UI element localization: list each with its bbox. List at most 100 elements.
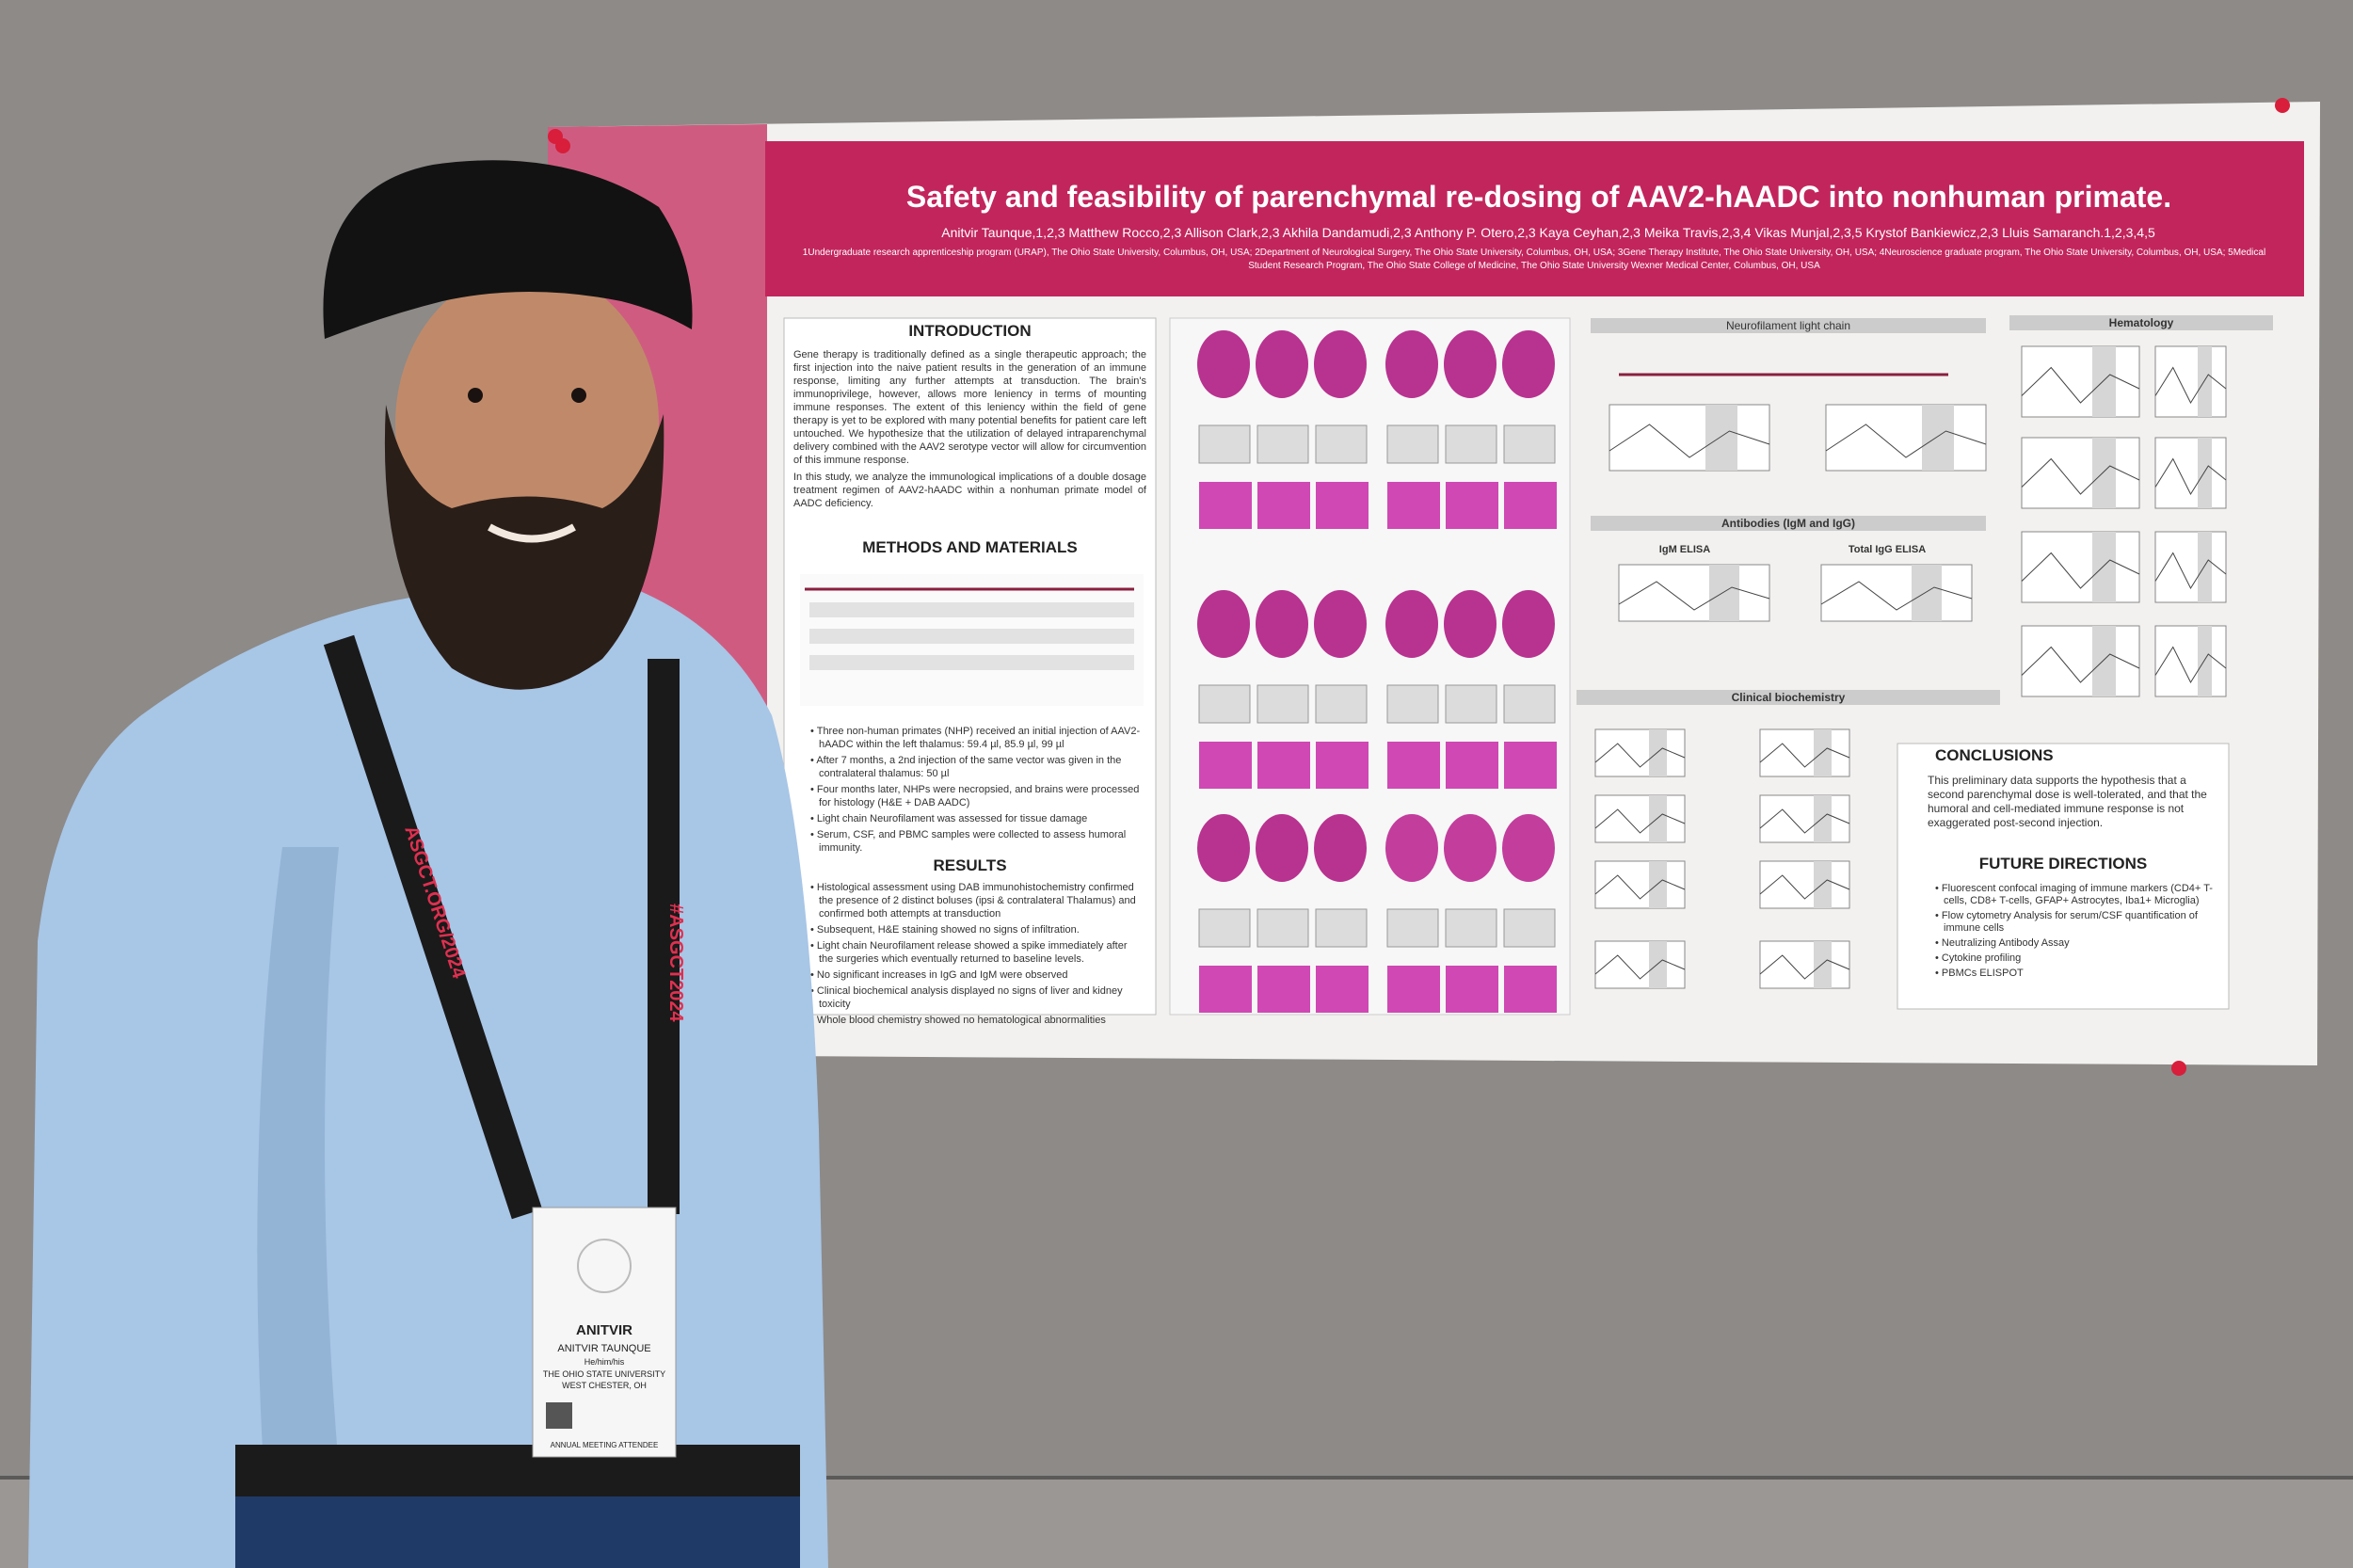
badge-text: ANNUAL MEETING ATTENDEE (551, 1441, 659, 1449)
brain-section (1256, 330, 1308, 398)
pushpin (2275, 98, 2290, 113)
introduction-text: Gene therapy is traditionally defined as… (793, 348, 1146, 514)
conclusions-box (1897, 743, 2230, 1010)
bullet-item: After 7 months, a 2nd injection of the s… (816, 754, 1144, 780)
chart-frame (2021, 345, 2140, 418)
eye (571, 388, 586, 403)
chart-header (1591, 318, 1986, 333)
stain-panel (1504, 966, 1557, 1013)
chart-frame (1759, 728, 1850, 777)
figure-title: Clinical biochemistry (1731, 691, 1846, 704)
figure-title: Total IgG ELISA (1848, 544, 1927, 555)
timeline-row (809, 629, 1134, 644)
stain-panel (1199, 742, 1252, 789)
conclusions-text: This preliminary data supports the hypot… (1928, 774, 2207, 829)
chart-frame (1594, 794, 1686, 843)
micrograph (1445, 684, 1497, 724)
section-heading: FUTURE DIRECTIONS (1978, 855, 2148, 872)
section-heading: METHODS AND MATERIALS (862, 538, 1078, 556)
badge-text: THE OHIO STATE UNIVERSITY (543, 1369, 665, 1379)
bullet-item: Flow cytometry Analysis for serum/CSF qu… (1942, 910, 2217, 935)
chart-frame (2154, 531, 2227, 603)
chart-line (2021, 366, 2140, 404)
brain-section (1502, 814, 1555, 882)
bullet-item: PBMCs ELISPOT (1942, 968, 2217, 980)
bullet-item: Three non-human primates (NHP) received … (817, 725, 1144, 751)
chart-line (1594, 743, 1686, 768)
timeline-row (809, 602, 1134, 617)
stain-panel (1387, 742, 1440, 789)
chart-frame (1825, 404, 1987, 472)
chart-line (1759, 874, 1850, 900)
stain-panel (1387, 966, 1440, 1013)
chart-line (1618, 581, 1770, 611)
stain-panel (1446, 482, 1498, 529)
chart-shade (1649, 795, 1667, 842)
stain-panel (1199, 482, 1252, 529)
micrograph (1257, 424, 1309, 464)
figure-title: IgM ELISA (1658, 544, 1711, 555)
brain-section (1502, 590, 1555, 658)
pushpin (2171, 1061, 2186, 1076)
brain-section (1385, 330, 1438, 398)
chart-frame (1594, 860, 1686, 909)
chart-line (2021, 646, 2140, 683)
chart-frame (1759, 860, 1850, 909)
brain-section (1314, 330, 1367, 398)
stain-panel (1504, 742, 1557, 789)
chart-shade (2198, 626, 2212, 696)
chart-shade (1814, 729, 1832, 776)
chart-line (2021, 457, 2140, 495)
micrograph (1315, 424, 1368, 464)
face (395, 268, 659, 579)
poster-header (765, 141, 2304, 296)
chart-line (2154, 366, 2227, 405)
chart-shade (2092, 626, 2116, 696)
lanyard-text: #ASGCT2024 (665, 904, 686, 1022)
chart-header (2009, 315, 2273, 330)
bullet-item: Subsequent, H&E staining showed no signs… (817, 923, 1144, 936)
chart-frame (2021, 437, 2140, 509)
chart-header (1577, 690, 2000, 705)
micrograph (1198, 424, 1251, 464)
chart-line (1759, 743, 1850, 768)
bullet-item: Four months later, NHPs were necropsied,… (817, 783, 1144, 809)
chart-line (1759, 954, 1850, 980)
chart-frame (1594, 728, 1686, 777)
brain-section (1314, 590, 1367, 658)
chart-shade (2198, 532, 2212, 602)
shirt-shadow (257, 847, 339, 1468)
stain-panel (1257, 966, 1310, 1013)
brain-section (1197, 814, 1250, 882)
chart-shade (1814, 941, 1832, 988)
brain-section (1385, 590, 1438, 658)
beard (384, 405, 664, 690)
brain-section (1256, 590, 1308, 658)
chart-shade (1922, 405, 1954, 471)
stain-panel (1387, 482, 1440, 529)
badge-logo (577, 1239, 632, 1293)
stain-panel (1446, 742, 1498, 789)
brain-section (1444, 814, 1497, 882)
micrograph (1386, 684, 1439, 724)
chart-line (1594, 808, 1686, 834)
stain-panel (1316, 742, 1369, 789)
methods-list: Three non-human primates (NHP) received … (809, 725, 1144, 857)
brain-section (1444, 590, 1497, 658)
chart-shade (1649, 729, 1667, 776)
chart-line (1825, 424, 1987, 458)
paragraph: Gene therapy is traditionally defined as… (793, 349, 1146, 466)
poster-affiliations: 1Undergraduate research apprenticeship p… (802, 248, 2266, 271)
micrograph (1315, 684, 1368, 724)
stain-panel (1257, 482, 1310, 529)
badge-text: WEST CHESTER, OH (562, 1381, 647, 1390)
chart-frame (2154, 625, 2227, 697)
micrograph (1445, 424, 1497, 464)
bullet-item: Neutralizing Antibody Assay (1942, 937, 2217, 950)
bullet-item: Cytokine profiling (1942, 952, 2217, 965)
bullet-item: Histological assessment using DAB immuno… (817, 881, 1144, 920)
chart-shade (2198, 346, 2212, 417)
chart-line (1609, 424, 1770, 458)
future-list: Fluorescent confocal imaging of immune m… (1934, 883, 2217, 983)
poster-title: Safety and feasibility of parenchymal re… (905, 180, 2172, 214)
